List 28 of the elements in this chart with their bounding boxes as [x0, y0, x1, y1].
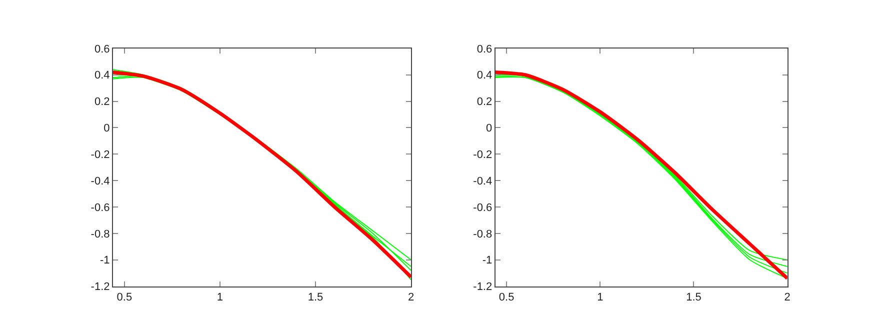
y-tick-label: 0.6 [94, 43, 110, 56]
x-tick-label: 0.5 [116, 291, 132, 304]
y-tick-label: -0.8 [90, 228, 110, 240]
y-tick-label: 0.2 [476, 96, 492, 108]
y-tick-label: 0.4 [476, 70, 492, 82]
y-tick-label: -0.2 [473, 149, 492, 162]
y-tick-label: -1 [482, 254, 492, 267]
y-tick-label: -0.6 [90, 202, 110, 214]
x-tick-label: 1 [216, 291, 224, 304]
y-tick-label: 0 [104, 122, 110, 135]
y-tick-label: 0 [486, 122, 492, 135]
y-tick-label: 0.4 [94, 70, 110, 82]
x-tick-label: 2 [784, 291, 790, 304]
y-tick-label: -0.2 [90, 149, 110, 162]
x-tick-label: 2 [408, 291, 414, 304]
y-tick-label: -1.2 [90, 281, 110, 294]
y-tick-label: -0.4 [473, 175, 492, 188]
y-tick-label: -0.6 [473, 202, 492, 214]
y-tick-label: -1 [100, 254, 110, 267]
y-tick-label: 0.2 [94, 96, 110, 108]
x-tick-label: 1.5 [686, 291, 702, 304]
y-tick-label: 0.6 [476, 43, 492, 56]
x-tick-label: 0.5 [498, 291, 514, 304]
y-tick-label: -1.2 [473, 281, 492, 294]
x-tick-label: 1.5 [308, 291, 324, 304]
y-tick-label: -0.4 [90, 175, 110, 188]
x-tick-label: 1 [597, 291, 604, 304]
y-tick-label: -0.8 [473, 228, 492, 240]
